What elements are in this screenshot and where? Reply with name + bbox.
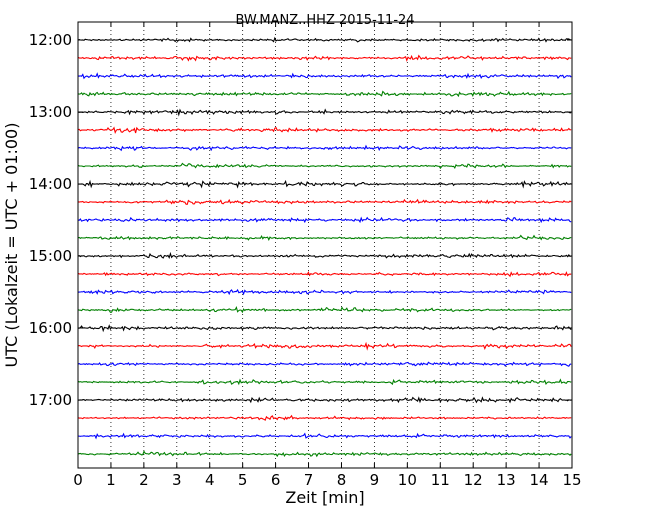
x-tick-label: 1 — [106, 471, 116, 489]
trace-line — [77, 432, 572, 440]
trace-line — [77, 36, 572, 43]
plot-frame — [77, 21, 573, 469]
x-tick-label: 9 — [370, 471, 380, 489]
trace-line — [77, 361, 572, 367]
trace-line — [77, 72, 572, 80]
trace-line — [77, 270, 572, 278]
trace-line — [77, 126, 572, 134]
x-axis-ticks: 0 1 2 3 4 5 6 7 8 9 10 11 12 13 14 15 — [73, 22, 582, 489]
trace-line — [77, 234, 572, 241]
trace-line — [77, 198, 572, 206]
x-tick-label: 2 — [139, 471, 149, 489]
x-tick-label: 15 — [562, 471, 581, 489]
trace-line — [77, 396, 572, 404]
trace-line — [77, 179, 572, 189]
y-tick-label: 16:00 — [29, 319, 72, 337]
x-tick-label: 7 — [304, 471, 314, 489]
trace-lines — [77, 36, 572, 458]
trace-line — [77, 306, 572, 314]
trace-line — [77, 414, 572, 421]
trace-line — [77, 54, 572, 62]
x-tick-label: 12 — [464, 471, 483, 489]
x-tick-label: 5 — [238, 471, 248, 489]
trace-line — [77, 144, 572, 152]
y-axis-label: UTC (Lokalzeit = UTC + 01:00) — [2, 123, 21, 368]
x-tick-label: 6 — [271, 471, 281, 489]
trace-line — [77, 324, 572, 333]
trace-line — [77, 162, 572, 170]
trace-line — [77, 251, 572, 260]
x-axis-label: Zeit [min] — [285, 488, 364, 507]
trace-line — [77, 216, 572, 224]
x-tick-label: 14 — [530, 471, 549, 489]
trace-line — [77, 341, 572, 351]
y-tick-label: 15:00 — [29, 247, 72, 265]
x-tick-label: 4 — [205, 471, 215, 489]
trace-line — [77, 450, 572, 458]
trace-line — [77, 108, 572, 117]
trace-line — [77, 90, 572, 98]
trace-line — [77, 378, 572, 386]
x-tick-label: 10 — [398, 471, 417, 489]
chart-title: BW.MANZ..HHZ 2015-11-24 — [235, 13, 414, 28]
x-tick-label: 8 — [337, 471, 347, 489]
y-tick-label: 12:00 — [29, 31, 72, 49]
x-tick-label: 13 — [497, 471, 516, 489]
y-tick-label: 17:00 — [29, 391, 72, 409]
x-tick-label: 3 — [172, 471, 182, 489]
y-axis-ticks: 12:00 13:00 14:00 15:00 16:00 17:00 — [29, 31, 572, 409]
y-tick-label: 14:00 — [29, 175, 72, 193]
y-tick-label: 13:00 — [29, 103, 72, 121]
trace-line — [77, 288, 572, 296]
x-tick-label: 11 — [431, 471, 450, 489]
x-tick-label: 0 — [73, 471, 83, 489]
